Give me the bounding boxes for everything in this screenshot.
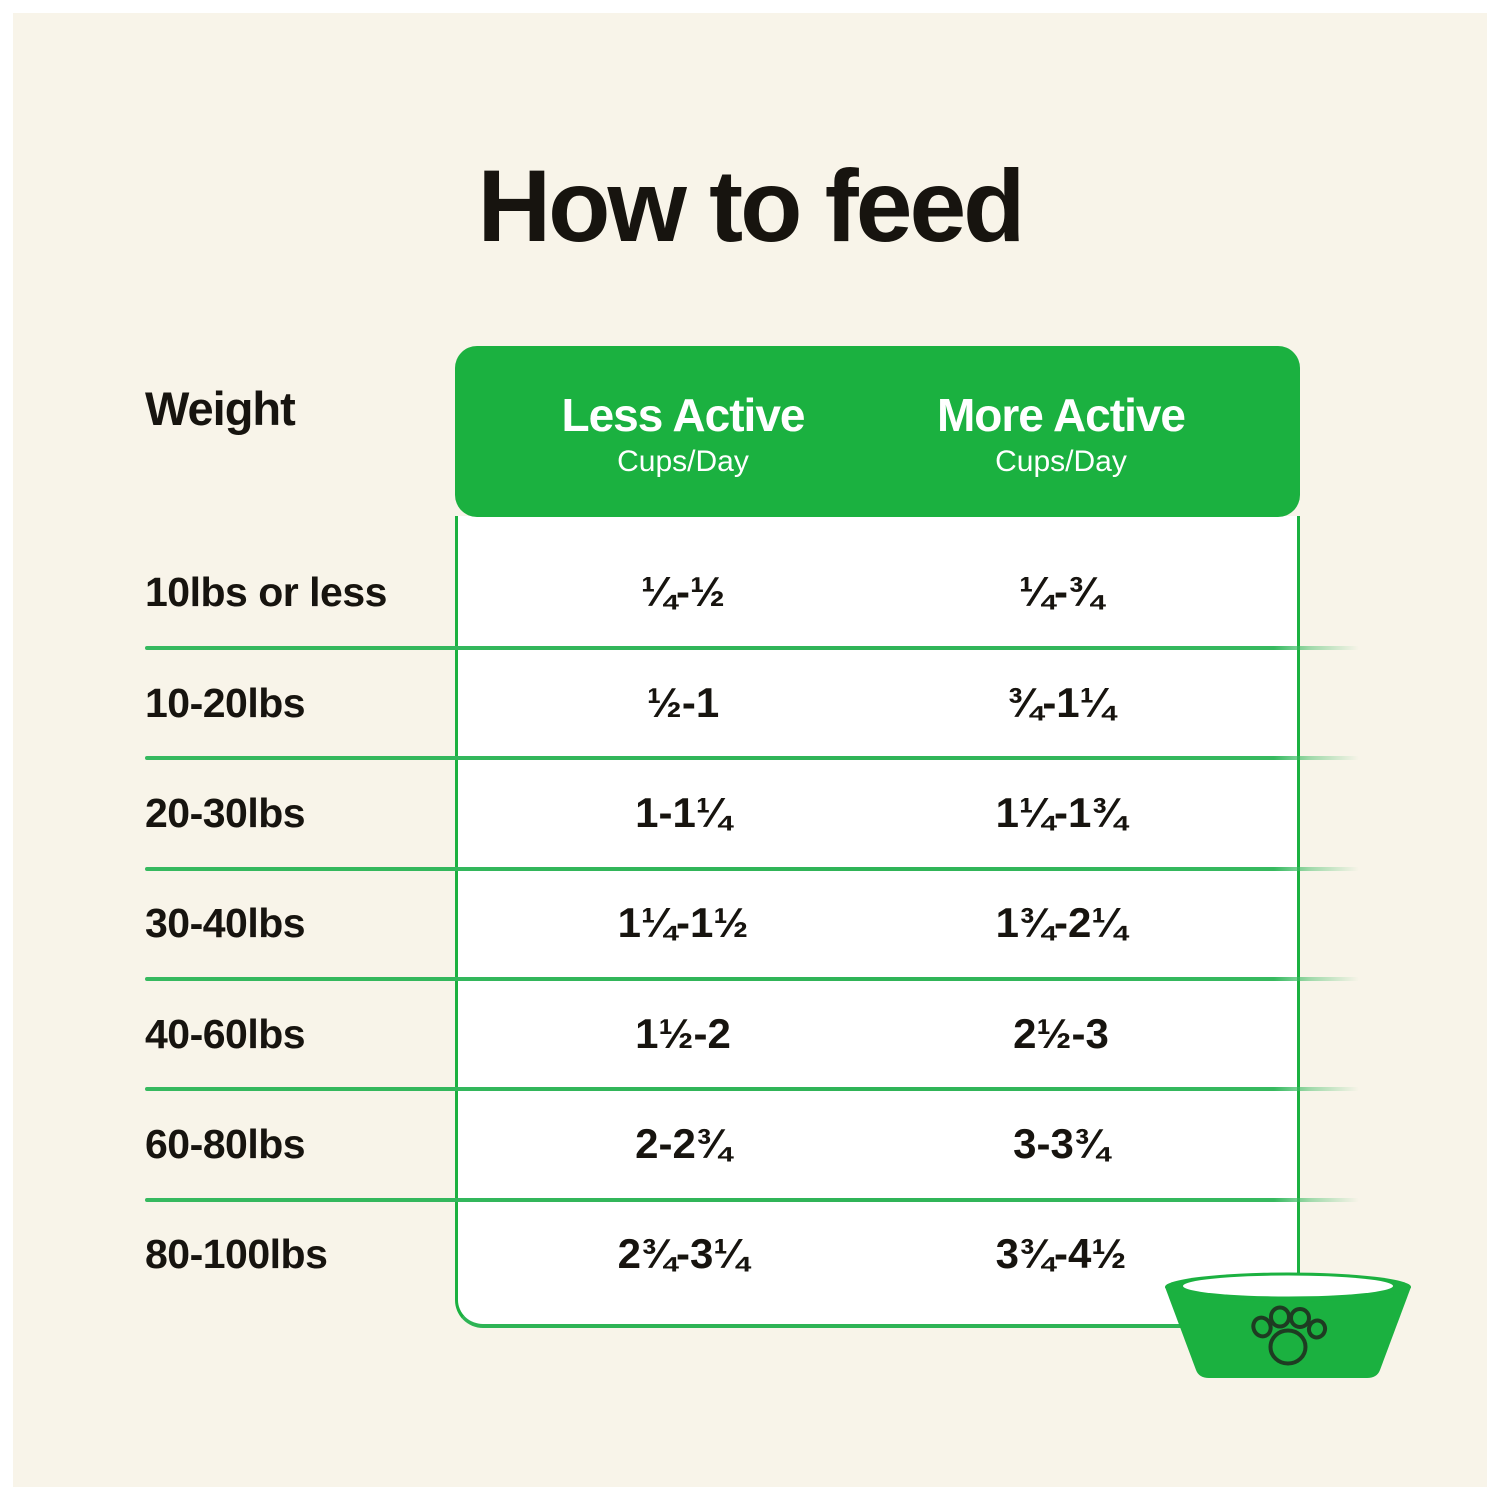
table-row: 10-20lbs ½-1 ¾-1¼ bbox=[145, 648, 1355, 758]
less-active-cell: 1¼-1½ bbox=[617, 899, 749, 946]
table-row: 30-40lbs 1¼-1½ 1¾-2¼ bbox=[145, 868, 1355, 978]
less-active-cell: 2¾-3¼ bbox=[617, 1230, 749, 1277]
less-active-cell: 1-1¼ bbox=[635, 789, 731, 836]
more-active-cell: 3-3¾ bbox=[1013, 1120, 1109, 1167]
less-active-cell: 2-2¾ bbox=[635, 1120, 731, 1167]
less-active-cell: ½-1 bbox=[646, 679, 720, 726]
table-row: 10lbs or less ¼-½ ¼-¾ bbox=[145, 537, 1355, 647]
table-row: 20-30lbs 1-1¼ 1¼-1¾ bbox=[145, 758, 1355, 868]
more-active-cell: 1¾-2¼ bbox=[995, 899, 1127, 946]
weight-cell: 60-80lbs bbox=[145, 1120, 306, 1167]
row-separator bbox=[145, 1087, 1359, 1091]
more-active-label: More Active bbox=[936, 389, 1186, 442]
more-active-cell: 1¼-1¾ bbox=[995, 789, 1127, 836]
header-more-active: More Active Cups/Day bbox=[911, 346, 1211, 517]
page-title: How to feed bbox=[477, 149, 1026, 263]
more-active-cell: 2½-3 bbox=[1013, 1010, 1109, 1057]
table-body bbox=[455, 516, 1300, 1328]
weight-column-header: Weight bbox=[145, 382, 296, 435]
less-active-cell: 1½-2 bbox=[635, 1010, 731, 1057]
table-row: 60-80lbs 2-2¾ 3-3¾ bbox=[145, 1089, 1355, 1199]
less-active-cell: ¼-½ bbox=[640, 568, 726, 615]
table-header: Less Active Cups/Day More Active Cups/Da… bbox=[455, 346, 1300, 517]
weight-cell: 40-60lbs bbox=[145, 1010, 306, 1057]
less-active-unit: Cups/Day bbox=[617, 444, 749, 478]
dog-bowl-paw-icon bbox=[1165, 1272, 1411, 1378]
header-less-active: Less Active Cups/Day bbox=[455, 346, 911, 517]
row-separator bbox=[145, 1198, 1359, 1202]
row-separator bbox=[145, 756, 1359, 760]
weight-cell: 30-40lbs bbox=[145, 899, 306, 946]
table-row: 40-60lbs 1½-2 2½-3 bbox=[145, 979, 1355, 1089]
less-active-label: Less Active bbox=[561, 389, 806, 442]
weight-cell: 10lbs or less bbox=[145, 568, 387, 615]
weight-cell: 20-30lbs bbox=[145, 789, 306, 836]
more-active-cell: ¾-1¼ bbox=[1007, 679, 1115, 726]
table-row: 80-100lbs 2¾-3¼ 3¾-4½ bbox=[145, 1199, 1355, 1309]
more-active-cell: 3¾-4½ bbox=[995, 1230, 1127, 1277]
weight-cell: 80-100lbs bbox=[145, 1230, 328, 1277]
row-separator bbox=[145, 867, 1359, 871]
row-separator bbox=[145, 977, 1359, 981]
row-separator bbox=[145, 646, 1359, 650]
background: How to feed Weight Less Active Cups/Day … bbox=[13, 13, 1487, 1487]
more-active-cell: ¼-¾ bbox=[1018, 568, 1104, 615]
more-active-unit: Cups/Day bbox=[995, 444, 1127, 478]
weight-cell: 10-20lbs bbox=[145, 679, 306, 726]
